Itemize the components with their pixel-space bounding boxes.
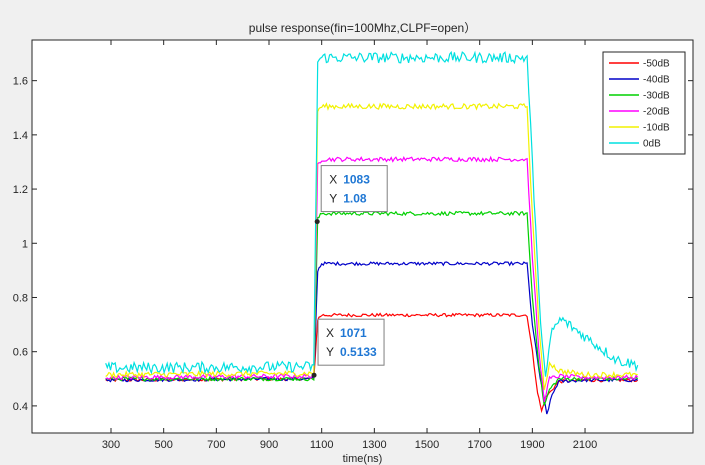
datatip-marker bbox=[311, 372, 317, 378]
x-tick-label: 1900 bbox=[520, 439, 544, 451]
legend-item[interactable]: -50dB bbox=[609, 59, 670, 70]
legend-label: -10dB bbox=[643, 123, 670, 134]
legend-item[interactable]: -20dB bbox=[609, 107, 670, 118]
series-lines bbox=[105, 50, 639, 415]
series-line--40dB bbox=[105, 260, 638, 415]
x-tick-label: 700 bbox=[207, 439, 225, 451]
x-tick-label: 1100 bbox=[310, 439, 334, 451]
y-tick-label: 1.4 bbox=[13, 130, 28, 142]
datatip-y-label: Y bbox=[326, 345, 334, 359]
datatip-x-label: X bbox=[326, 326, 334, 340]
legend-label: -30dB bbox=[643, 91, 670, 102]
y-tick-label: 0.8 bbox=[13, 292, 28, 304]
x-tick-label: 1700 bbox=[467, 439, 491, 451]
series-line--20dB bbox=[105, 155, 639, 403]
legend-label: -50dB bbox=[643, 59, 670, 70]
y-tick-label: 1 bbox=[22, 238, 28, 250]
x-axis-label: time(ns) bbox=[343, 453, 383, 465]
datatip-x-value: 1083 bbox=[343, 173, 370, 187]
legend-item[interactable]: 0dB bbox=[609, 139, 661, 150]
data-tips: X 1083 Y 1.08 X 1071 Y 0.5133 bbox=[311, 165, 388, 378]
x-tick-label: 500 bbox=[154, 439, 172, 451]
y-tick-label: 1.2 bbox=[13, 184, 28, 196]
legend-label: -40dB bbox=[643, 75, 670, 86]
series-line--30dB bbox=[105, 210, 639, 406]
datatip-x-value: 1071 bbox=[340, 326, 367, 340]
legend-label: 0dB bbox=[643, 139, 661, 150]
datatip[interactable]: X 1071 Y 0.5133 bbox=[311, 318, 385, 378]
datatip-marker bbox=[314, 219, 320, 225]
legend-item[interactable]: -40dB bbox=[609, 75, 670, 86]
x-tick-label: 1500 bbox=[415, 439, 439, 451]
series-line-0dB bbox=[105, 50, 639, 377]
y-tick-label: 1.6 bbox=[13, 76, 28, 88]
y-axis-ticks: 0.4 0.6 0.8 1 1.2 1.4 1.6 bbox=[13, 76, 693, 413]
series-line--10dB bbox=[105, 102, 638, 391]
datatip-box bbox=[317, 318, 385, 366]
datatip-y-value: 1.08 bbox=[343, 192, 367, 206]
x-tick-label: 900 bbox=[260, 439, 278, 451]
legend-box bbox=[602, 51, 686, 155]
datatip-y-label: Y bbox=[329, 192, 337, 206]
x-tick-label: 300 bbox=[102, 439, 120, 451]
x-tick-label: 2100 bbox=[573, 439, 597, 451]
datatip-y-value: 0.5133 bbox=[340, 345, 377, 359]
y-tick-label: 0.6 bbox=[13, 347, 28, 359]
legend[interactable]: -50dB -40dB -30dB -20dB -10dB 0dB bbox=[602, 51, 686, 155]
datatip[interactable]: X 1083 Y 1.08 bbox=[314, 165, 388, 225]
legend-label: -20dB bbox=[643, 107, 670, 118]
y-tick-label: 0.4 bbox=[13, 401, 28, 413]
legend-item[interactable]: -10dB bbox=[609, 123, 670, 134]
x-tick-label: 1300 bbox=[362, 439, 386, 451]
x-axis-ticks: 300 500 700 900 1100 1300 1500 1700 1900 2100 bbox=[102, 40, 597, 451]
chart-title: pulse response(fin=100Mhz,CLPF=open） bbox=[249, 21, 476, 35]
legend-item[interactable]: -30dB bbox=[609, 91, 670, 102]
datatip-box bbox=[320, 165, 388, 213]
datatip-x-label: X bbox=[329, 173, 337, 187]
